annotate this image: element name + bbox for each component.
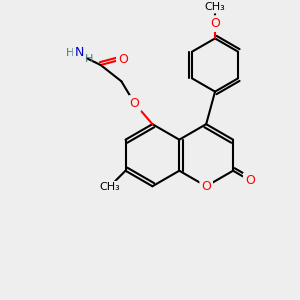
Text: H: H: [85, 53, 93, 64]
Text: O: O: [245, 174, 255, 187]
Text: O: O: [118, 52, 128, 66]
Text: O: O: [130, 97, 140, 110]
Text: N: N: [75, 46, 84, 59]
Text: O: O: [210, 17, 220, 30]
Text: CH₃: CH₃: [205, 2, 225, 12]
Text: CH₃: CH₃: [99, 182, 120, 192]
Text: H: H: [66, 48, 74, 58]
Text: O: O: [201, 180, 211, 193]
